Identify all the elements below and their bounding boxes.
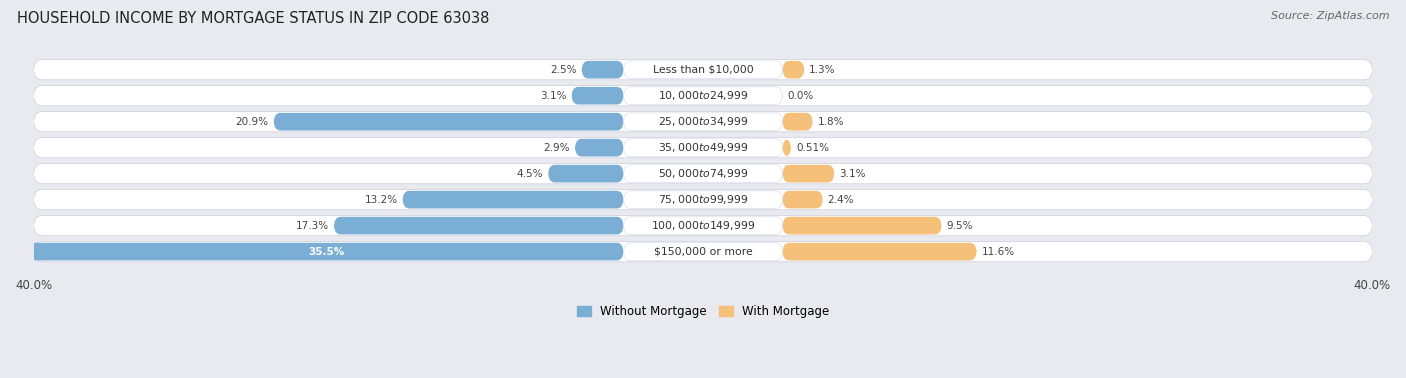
FancyBboxPatch shape (548, 165, 623, 183)
FancyBboxPatch shape (582, 61, 623, 79)
Text: 35.5%: 35.5% (308, 246, 344, 257)
FancyBboxPatch shape (783, 61, 804, 79)
FancyBboxPatch shape (34, 215, 1372, 236)
Text: 9.5%: 9.5% (946, 221, 973, 231)
FancyBboxPatch shape (783, 139, 792, 156)
Text: 4.5%: 4.5% (516, 169, 543, 179)
Text: 3.1%: 3.1% (839, 169, 866, 179)
Text: 2.4%: 2.4% (828, 195, 855, 204)
FancyBboxPatch shape (783, 217, 942, 234)
Text: 0.51%: 0.51% (796, 143, 830, 153)
Text: $75,000 to $99,999: $75,000 to $99,999 (658, 193, 748, 206)
FancyBboxPatch shape (623, 61, 783, 79)
Text: 17.3%: 17.3% (295, 221, 329, 231)
Text: 1.3%: 1.3% (810, 65, 835, 75)
FancyBboxPatch shape (402, 191, 623, 209)
Text: $25,000 to $34,999: $25,000 to $34,999 (658, 115, 748, 128)
Text: $50,000 to $74,999: $50,000 to $74,999 (658, 167, 748, 180)
FancyBboxPatch shape (783, 243, 977, 260)
FancyBboxPatch shape (34, 60, 1372, 80)
Text: 3.1%: 3.1% (540, 91, 567, 101)
Text: 20.9%: 20.9% (236, 117, 269, 127)
Text: HOUSEHOLD INCOME BY MORTGAGE STATUS IN ZIP CODE 63038: HOUSEHOLD INCOME BY MORTGAGE STATUS IN Z… (17, 11, 489, 26)
FancyBboxPatch shape (783, 113, 813, 130)
FancyBboxPatch shape (623, 87, 783, 105)
FancyBboxPatch shape (623, 165, 783, 183)
Text: $35,000 to $49,999: $35,000 to $49,999 (658, 141, 748, 154)
FancyBboxPatch shape (274, 113, 623, 130)
Text: $150,000 or more: $150,000 or more (654, 246, 752, 257)
FancyBboxPatch shape (34, 138, 1372, 158)
FancyBboxPatch shape (34, 112, 1372, 132)
Legend: Without Mortgage, With Mortgage: Without Mortgage, With Mortgage (572, 301, 834, 323)
FancyBboxPatch shape (575, 139, 623, 156)
Text: Source: ZipAtlas.com: Source: ZipAtlas.com (1271, 11, 1389, 21)
Text: 1.8%: 1.8% (818, 117, 844, 127)
FancyBboxPatch shape (30, 243, 623, 260)
Text: $10,000 to $24,999: $10,000 to $24,999 (658, 89, 748, 102)
FancyBboxPatch shape (572, 87, 623, 105)
Text: Less than $10,000: Less than $10,000 (652, 65, 754, 75)
Text: 2.9%: 2.9% (544, 143, 569, 153)
Text: 0.0%: 0.0% (787, 91, 814, 101)
FancyBboxPatch shape (623, 243, 783, 260)
Text: 11.6%: 11.6% (981, 246, 1015, 257)
FancyBboxPatch shape (783, 191, 823, 209)
FancyBboxPatch shape (34, 242, 1372, 262)
FancyBboxPatch shape (623, 113, 783, 130)
FancyBboxPatch shape (335, 217, 623, 234)
Text: $100,000 to $149,999: $100,000 to $149,999 (651, 219, 755, 232)
FancyBboxPatch shape (34, 85, 1372, 106)
Text: 2.5%: 2.5% (550, 65, 576, 75)
Text: 13.2%: 13.2% (364, 195, 398, 204)
FancyBboxPatch shape (783, 165, 834, 183)
FancyBboxPatch shape (623, 217, 783, 234)
FancyBboxPatch shape (623, 139, 783, 156)
FancyBboxPatch shape (34, 164, 1372, 184)
FancyBboxPatch shape (34, 189, 1372, 210)
FancyBboxPatch shape (623, 191, 783, 209)
